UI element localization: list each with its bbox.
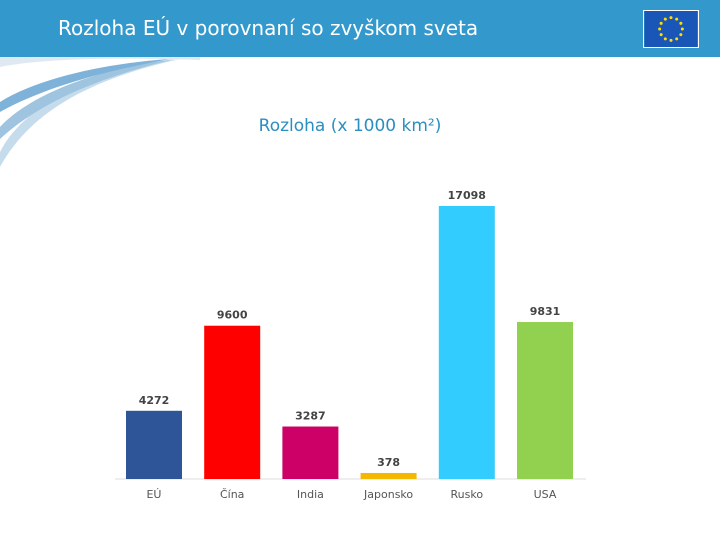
category-label-4: Rusko: [451, 488, 484, 501]
value-label-3: 378: [377, 456, 400, 469]
category-label-1: Čína: [220, 488, 244, 501]
value-label-0: 4272: [139, 394, 170, 407]
bar-2: [282, 426, 339, 479]
category-label-5: USA: [534, 488, 557, 501]
value-label-5: 9831: [530, 305, 561, 318]
value-label-2: 3287: [295, 410, 326, 423]
bar-3: [360, 472, 417, 479]
bar-5: [517, 322, 573, 479]
bar-4: [438, 206, 495, 479]
value-label-4: 17098: [448, 189, 486, 202]
category-label-3: Japonsko: [363, 488, 413, 501]
bar-0: [126, 410, 182, 479]
category-label-2: India: [297, 488, 324, 501]
page-title: Rozloha EÚ v porovnaní so zvyškom sveta: [58, 16, 479, 40]
chart-title: Rozloha (x 1000 km²): [258, 116, 442, 136]
value-label-1: 9600: [217, 309, 248, 322]
decorative-swoosh: [0, 57, 200, 167]
header-bar: Rozloha EÚ v porovnaní so zvyškom sveta: [0, 0, 720, 57]
category-label-0: EÚ: [146, 488, 161, 501]
eu-flag-icon: [643, 10, 699, 48]
bar-1: [204, 325, 261, 479]
